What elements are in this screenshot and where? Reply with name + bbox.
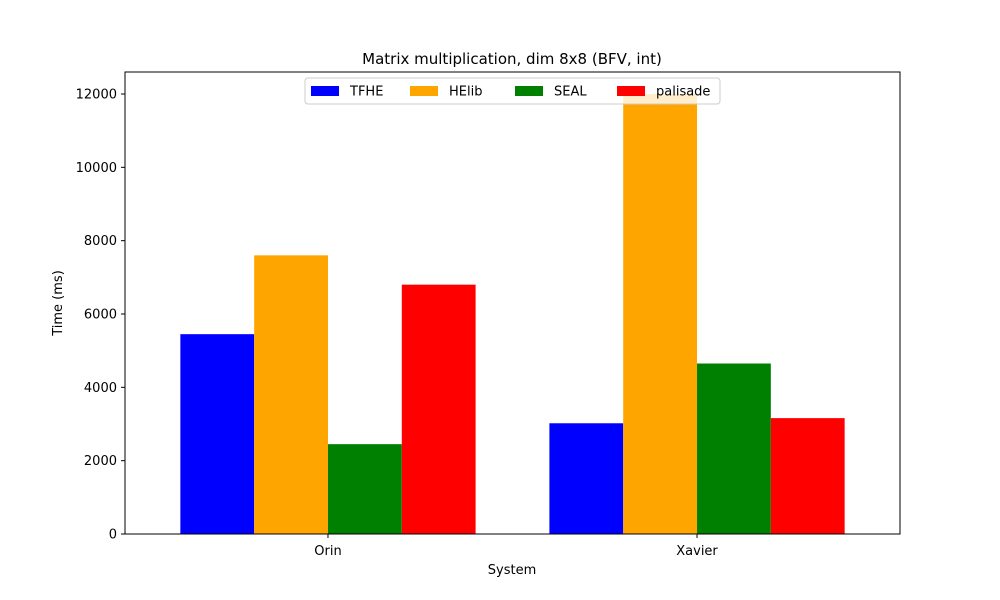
bars-group [180, 94, 845, 534]
bar-tfhe-orin [180, 334, 255, 534]
y-tick-label: 8000 [84, 234, 117, 249]
bar-helib-xavier [623, 94, 698, 534]
y-axis-label: Time (ms) [51, 270, 66, 337]
y-tick-label: 2000 [84, 454, 117, 469]
legend-label-palisade: palisade [656, 85, 710, 100]
legend-swatch-helib [410, 86, 438, 96]
x-tick-label: Xavier [676, 544, 718, 559]
legend-swatch-tfhe [311, 86, 339, 96]
plot-frame [124, 71, 901, 535]
x-axis: Orin Xavier [314, 534, 718, 559]
y-tick-label: 0 [109, 528, 117, 543]
legend-label-seal: SEAL [554, 85, 587, 100]
y-tick-label: 10000 [76, 161, 117, 176]
legend: TFHE HElib SEAL palisade [304, 77, 721, 105]
legend-frame [304, 77, 721, 105]
bar-palisade-xavier [770, 418, 845, 534]
legend-swatch-palisade [617, 86, 645, 96]
x-tick-label: Orin [314, 544, 341, 559]
chart-title: Matrix multiplication, dim 8x8 (BFV, int… [362, 50, 662, 68]
bar-helib-orin [254, 255, 328, 534]
y-tick-label: 12000 [76, 88, 117, 103]
x-axis-label: System [488, 563, 536, 578]
legend-swatch-seal [515, 86, 543, 96]
y-tick-label: 6000 [84, 308, 117, 323]
bar-seal-orin [327, 444, 402, 534]
y-tick-label: 4000 [84, 381, 117, 396]
y-axis: 0 2000 4000 6000 8000 10000 12000 [76, 88, 125, 543]
legend-label-tfhe: TFHE [349, 85, 383, 100]
bar-tfhe-xavier [549, 423, 624, 534]
bar-seal-xavier [697, 363, 771, 534]
legend-label-helib: HElib [449, 85, 482, 100]
bar-palisade-orin [401, 284, 476, 534]
